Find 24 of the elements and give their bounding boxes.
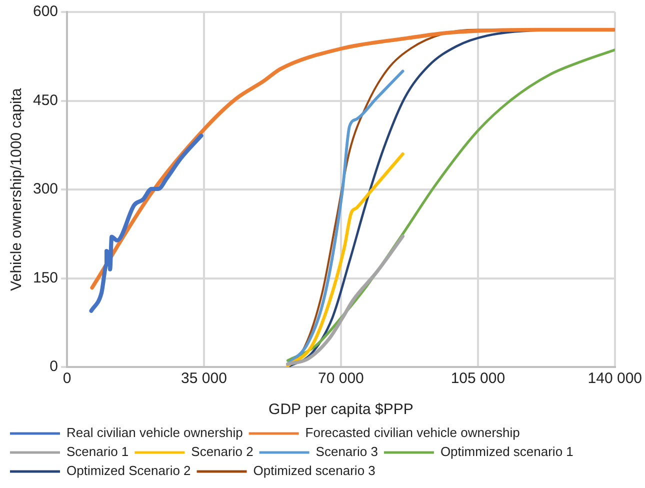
legend-label: Real civilian vehicle ownership [66, 425, 243, 440]
legend-label: Optimized scenario 3 [253, 463, 376, 478]
y-axis-title: Vehicle ownership/1000 capita [8, 88, 26, 291]
legend-label: Optimmized scenario 1 [440, 444, 574, 460]
line-series [90, 28, 615, 290]
x-tick-label: 140 000 [588, 370, 642, 388]
legend-label: Forecasted civilian vehicle ownership [305, 425, 520, 440]
y-tick-label: 600 [32, 3, 58, 20]
x-tick-label: 35 000 [181, 370, 227, 388]
y-tick-label: 450 [32, 92, 58, 109]
x-axis-title: GDP per capita $PPP [268, 401, 414, 418]
x-tick-label: 105 000 [450, 370, 506, 388]
line-series [286, 234, 405, 366]
legend-label: Scenario 2 [191, 444, 254, 460]
x-tick-label: 0 [62, 370, 72, 388]
y-tick-label: 150 [32, 269, 58, 286]
y-tick-label: 300 [32, 180, 58, 198]
legend-label: Scenario 1 [66, 444, 129, 460]
legend-label: Scenario 3 [316, 444, 378, 460]
line-series [89, 134, 204, 313]
line-series [286, 152, 404, 367]
x-tick-label: 70 000 [318, 370, 364, 388]
legend-label: Optimized Scenario 2 [66, 463, 191, 478]
y-tick-label: 0 [50, 358, 58, 376]
